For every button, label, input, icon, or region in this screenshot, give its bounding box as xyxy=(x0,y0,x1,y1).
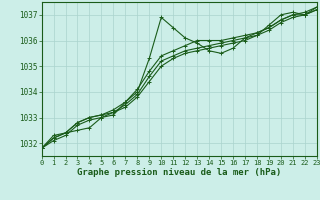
X-axis label: Graphe pression niveau de la mer (hPa): Graphe pression niveau de la mer (hPa) xyxy=(77,168,281,177)
